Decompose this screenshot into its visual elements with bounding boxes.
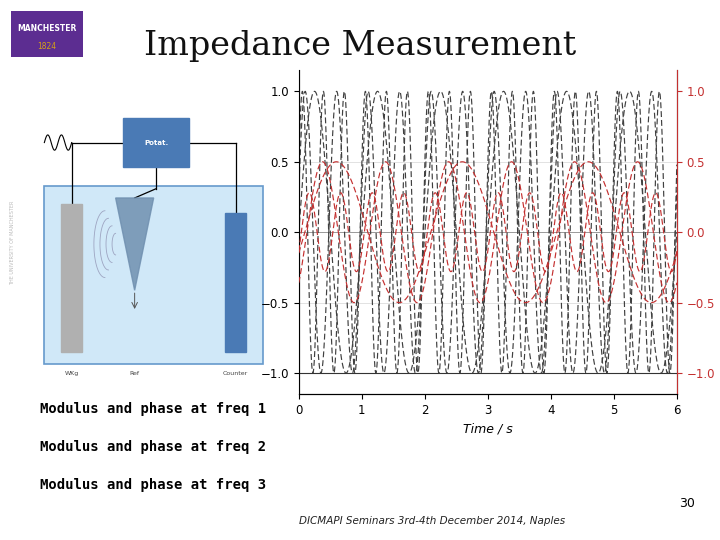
Bar	[225, 213, 246, 352]
FancyBboxPatch shape	[45, 186, 263, 364]
Text: 30: 30	[679, 497, 695, 510]
Text: Modulus and phase at freq 2: Modulus and phase at freq 2	[40, 440, 266, 454]
Text: DICMAPI Seminars 3rd-4th December 2014, Naples: DICMAPI Seminars 3rd-4th December 2014, …	[299, 516, 565, 526]
Text: Impedance Measurement: Impedance Measurement	[144, 30, 576, 62]
Text: Modulus and phase at freq 1: Modulus and phase at freq 1	[40, 402, 266, 416]
Text: Modulus and phase at freq 3: Modulus and phase at freq 3	[40, 478, 266, 492]
Text: WKg: WKg	[65, 371, 78, 376]
Text: THE UNIVERSITY OF MANCHESTER: THE UNIVERSITY OF MANCHESTER	[11, 201, 15, 285]
X-axis label: Time / s: Time / s	[463, 422, 513, 435]
Text: Counter: Counter	[223, 371, 248, 376]
Text: MANCHESTER: MANCHESTER	[17, 24, 76, 33]
Text: 1824: 1824	[37, 42, 56, 51]
Text: Potat.: Potat.	[144, 139, 168, 146]
Bar	[123, 118, 189, 167]
Polygon shape	[116, 198, 153, 291]
Text: Ref: Ref	[130, 371, 140, 376]
Bar	[61, 204, 82, 352]
